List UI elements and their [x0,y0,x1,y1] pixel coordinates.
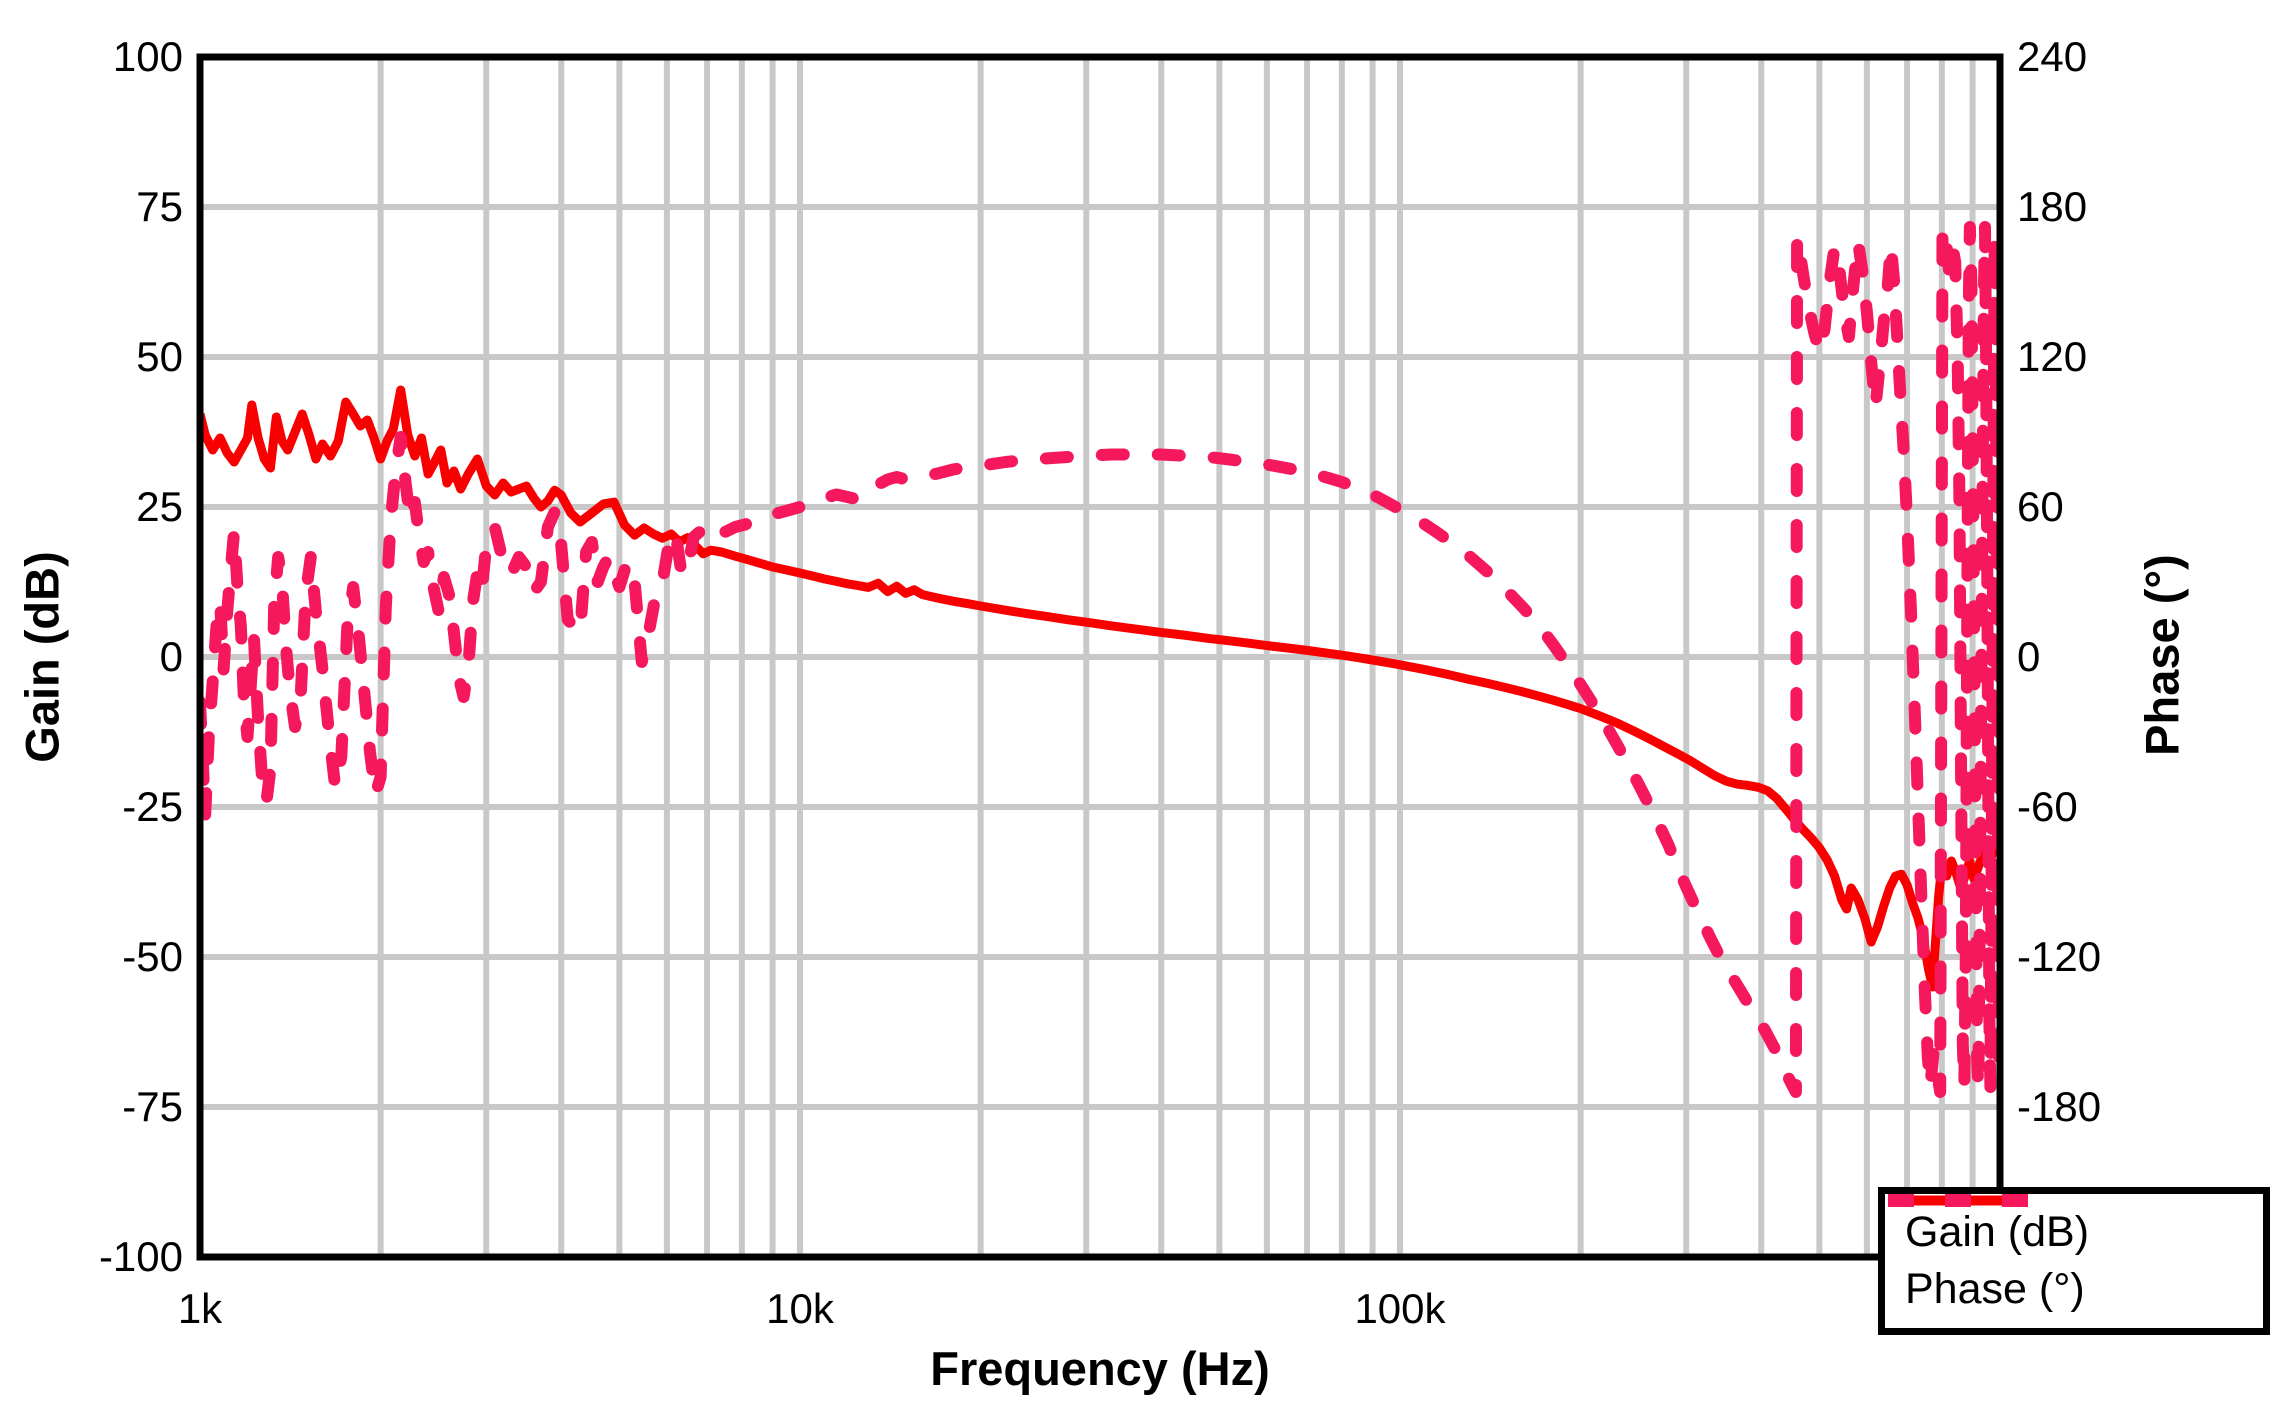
gain-tick-label: 0 [159,633,183,680]
phase-tick-label: 0 [2017,633,2041,680]
phase-tick-label: -180 [2017,1083,2102,1130]
frequency-axis-title: Frequency (Hz) [930,1342,1270,1395]
legend-item-phase: Phase (°) [1888,1194,2263,1313]
frequency-tick-label: 100k [1354,1285,1446,1332]
phase-line-sample [1888,1194,2028,1207]
legend: Gain (dB) Phase (°) [1878,1187,2270,1335]
gain-tick-label: 75 [136,183,183,230]
legend-label-phase: Phase (°) [1905,1265,2085,1313]
phase-tick-label: -120 [2017,933,2102,980]
plot-border [196,53,2004,1261]
gain-tick-label: -75 [122,1083,183,1130]
gain-tick-label: -100 [98,1233,183,1280]
frequency-tick-label: 10k [766,1285,834,1332]
gain-tick-label: 50 [136,333,183,380]
phase-tick-label: -60 [2017,783,2078,830]
gain-axis-title: Gain (dB) [15,551,69,763]
frequency-tick-label: 1k [177,1285,223,1332]
phase-curve [200,221,2000,1098]
legend-label-gain: Gain (dB) [1905,1208,2090,1256]
gain-tick-label: 25 [136,483,183,530]
gain-tick-label: -50 [122,933,183,980]
phase-tick-label: 120 [2017,333,2088,380]
legend-item-gain: Gain (dB) [1888,1195,2263,1256]
gain-tick-label: -25 [122,783,183,830]
gain-curve [200,385,2000,992]
phase-tick-label: 180 [2017,183,2088,230]
phase-tick-label: 60 [2017,483,2064,530]
gain-tick-label: 100 [112,33,183,80]
phase-tick-label: 240 [2017,33,2088,80]
phase-axis-title: Phase (°) [2135,554,2189,756]
